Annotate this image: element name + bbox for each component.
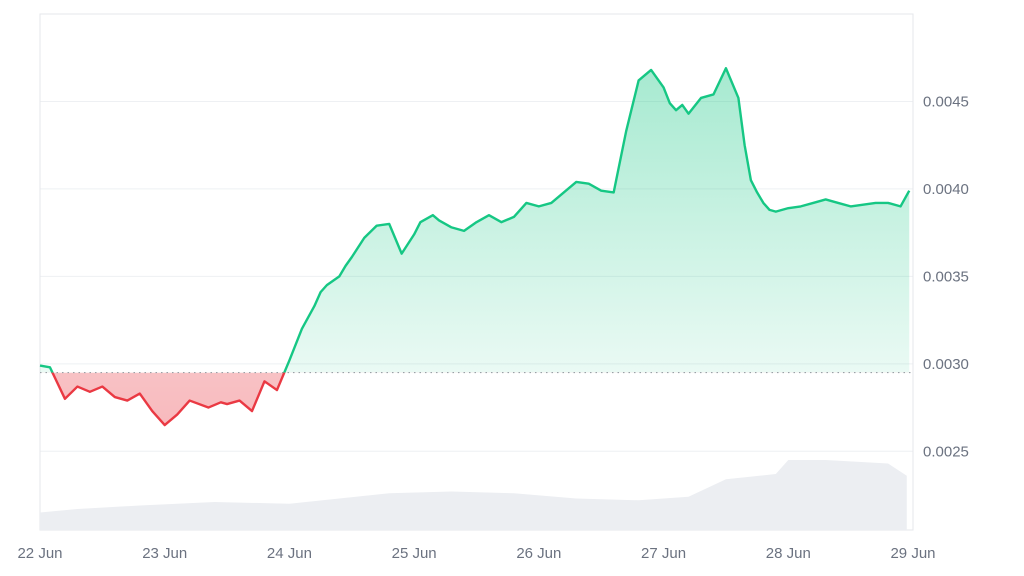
price-line-above-baseline xyxy=(39,67,911,373)
y-tick-label: 0.0030 xyxy=(923,356,969,373)
area-fill-above-baseline xyxy=(40,68,910,373)
x-tick-label: 28 Jun xyxy=(766,545,811,562)
y-axis: 0.0045 0.0040 0.0035 0.0030 0.0025 xyxy=(923,93,969,460)
volume-area xyxy=(40,460,907,530)
y-tick-label: 0.0045 xyxy=(923,93,969,110)
x-tick-label: 22 Jun xyxy=(17,545,62,562)
y-tick-label: 0.0025 xyxy=(923,443,969,460)
y-tick-label: 0.0040 xyxy=(923,181,969,198)
x-tick-label: 27 Jun xyxy=(641,545,686,562)
y-tick-label: 0.0035 xyxy=(923,268,969,285)
x-axis: 22 Jun 23 Jun 24 Jun 25 Jun 26 Jun 27 Jun 28 J… xyxy=(17,545,935,562)
x-tick-label: 24 Jun xyxy=(267,545,312,562)
price-line-below-baseline xyxy=(51,372,286,427)
area-fill-below-baseline xyxy=(52,372,285,426)
x-tick-label: 25 Jun xyxy=(392,545,437,562)
x-tick-label: 29 Jun xyxy=(890,545,935,562)
x-tick-label: 26 Jun xyxy=(516,545,561,562)
x-tick-label: 23 Jun xyxy=(142,545,187,562)
